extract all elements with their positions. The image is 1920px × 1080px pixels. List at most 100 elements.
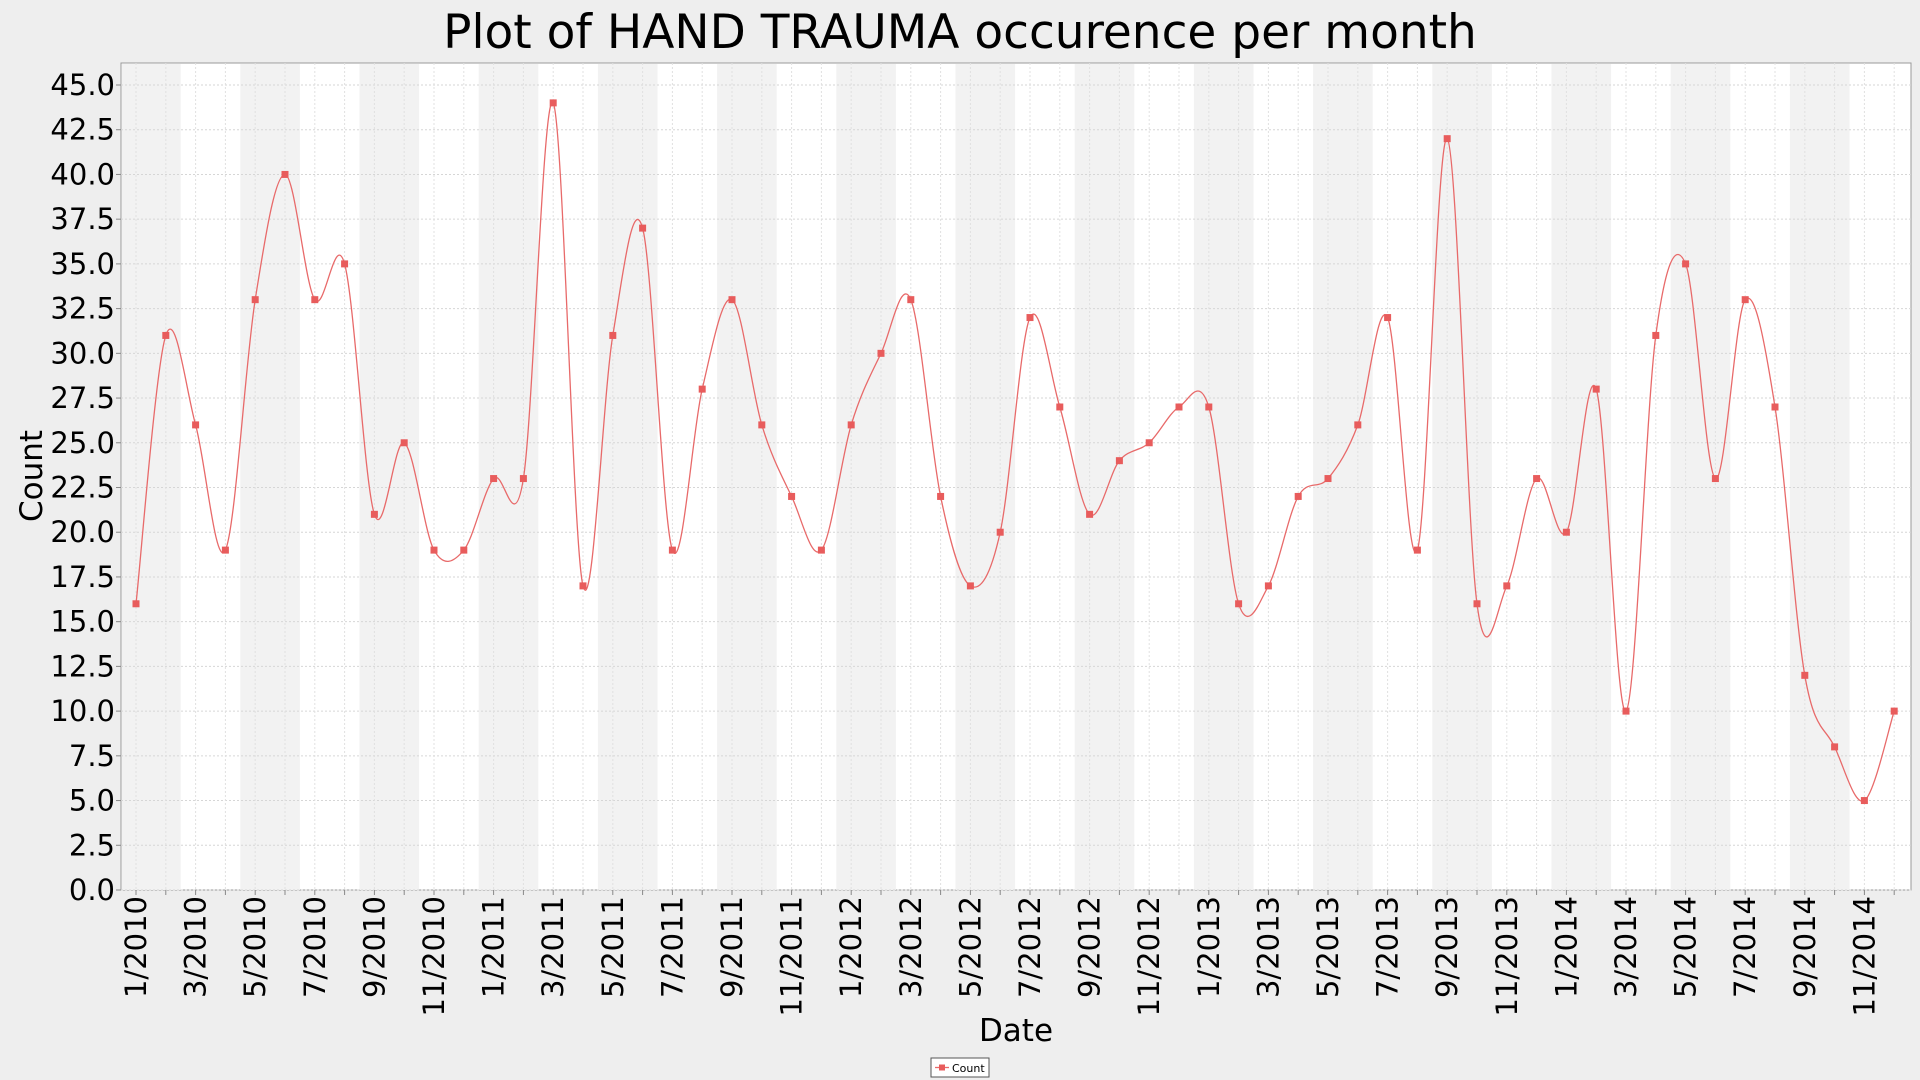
data-point	[1026, 314, 1034, 322]
y-tick-label: 45.0	[50, 68, 115, 102]
data-point	[460, 546, 468, 554]
data-point	[1145, 439, 1153, 447]
data-point	[490, 475, 498, 483]
data-point	[1831, 743, 1839, 751]
data-point	[1682, 260, 1690, 268]
x-tick-label: 1/2013	[1192, 896, 1226, 998]
x-tick-label: 5/2013	[1311, 896, 1345, 998]
month-band	[1074, 64, 1135, 890]
x-tick-label: 7/2010	[298, 896, 332, 998]
data-point	[1264, 582, 1272, 590]
month-band	[1789, 64, 1850, 890]
month-band	[1193, 64, 1254, 890]
y-tick-label: 12.5	[50, 649, 115, 683]
x-tick-label: 5/2014	[1669, 896, 1703, 998]
data-point	[281, 170, 289, 178]
data-point	[1324, 475, 1332, 483]
data-point	[251, 296, 259, 304]
x-tick-label: 11/2013	[1490, 896, 1524, 1016]
x-tick-label: 11/2014	[1847, 896, 1881, 1016]
y-tick-label: 15.0	[50, 605, 115, 639]
x-axis-ticks: 1/2010 3/2010 5/2010 7/2010 9/2010 11/2010 1/2…	[119, 890, 1895, 1016]
data-point	[728, 296, 736, 304]
data-point	[1622, 707, 1630, 715]
legend-label: Count	[952, 1062, 985, 1075]
x-tick-label: 5/2012	[953, 896, 987, 998]
data-point	[907, 296, 915, 304]
data-point	[698, 385, 706, 393]
x-tick-label: 3/2014	[1609, 896, 1643, 998]
data-point	[788, 492, 796, 500]
y-tick-label: 0.0	[69, 873, 115, 907]
series-line-count	[135, 101, 1895, 802]
legend: Count	[930, 1057, 990, 1078]
data-point	[311, 296, 319, 304]
data-point	[877, 349, 885, 357]
data-point	[1562, 528, 1570, 536]
x-tick-label: 9/2012	[1073, 896, 1107, 998]
data-point	[579, 582, 587, 590]
x-tick-label: 9/2010	[357, 896, 391, 998]
plot-area	[120, 62, 1912, 891]
data-point	[1890, 707, 1898, 715]
month-bands	[122, 64, 1850, 890]
y-tick-label: 35.0	[50, 247, 115, 281]
data-point	[132, 600, 140, 608]
month-band	[1670, 64, 1731, 890]
x-tick-label: 1/2012	[834, 896, 868, 998]
x-tick-label: 5/2010	[238, 896, 272, 998]
data-point	[341, 260, 349, 268]
data-point	[1115, 457, 1123, 465]
x-tick-label: 1/2010	[119, 896, 153, 998]
month-band	[1551, 64, 1612, 890]
data-point	[817, 546, 825, 554]
chart-title: Plot of HAND TRAUMA occurence per month	[443, 5, 1477, 60]
month-band	[240, 64, 300, 890]
legend-box	[930, 1057, 990, 1078]
x-tick-label: 11/2012	[1132, 896, 1166, 1016]
data-point	[1205, 403, 1213, 411]
legend-marker-swatch	[939, 1064, 945, 1071]
y-tick-label: 2.5	[69, 828, 115, 862]
x-tick-label: 11/2010	[417, 896, 451, 1016]
data-point	[668, 546, 676, 554]
data-point	[1860, 797, 1868, 805]
x-tick-label: 3/2012	[894, 896, 928, 998]
month-band	[597, 64, 658, 890]
data-point	[1711, 475, 1719, 483]
x-tick-label: 11/2011	[775, 896, 809, 1016]
y-tick-label: 22.5	[50, 471, 115, 505]
y-axis-ticks: 0.0 2.5 5.0 7.5 10.0 12.5 15.0 17.5 20.0 22.5 25.0…	[50, 68, 121, 907]
x-tick-label: 3/2010	[179, 896, 213, 998]
data-point	[370, 510, 378, 518]
month-band	[478, 64, 539, 890]
x-tick-label: 1/2014	[1549, 896, 1583, 998]
data-point	[996, 528, 1004, 536]
data-point	[1592, 385, 1600, 393]
data-point	[609, 331, 617, 339]
y-tick-label: 32.5	[50, 292, 115, 326]
month-band	[359, 64, 420, 890]
data-point	[1086, 510, 1094, 518]
month-band	[122, 64, 181, 890]
x-tick-label: 9/2013	[1430, 896, 1464, 998]
data-point	[1443, 135, 1451, 143]
data-point	[1771, 403, 1779, 411]
y-tick-label: 27.5	[50, 381, 115, 415]
data-point	[1533, 475, 1541, 483]
month-band	[836, 64, 896, 890]
y-tick-label: 10.0	[50, 694, 115, 728]
data-point	[1354, 421, 1362, 429]
data-point	[400, 439, 408, 447]
data-point	[937, 492, 945, 500]
data-point	[549, 99, 557, 107]
data-point	[1413, 546, 1421, 554]
data-point	[1235, 600, 1243, 608]
data-point	[758, 421, 766, 429]
data-point	[1652, 331, 1660, 339]
y-axis-label: Count	[14, 430, 50, 522]
x-tick-label: 5/2011	[596, 896, 630, 998]
data-point	[847, 421, 855, 429]
x-tick-label: 9/2011	[715, 896, 749, 998]
y-tick-label: 42.5	[50, 113, 115, 147]
